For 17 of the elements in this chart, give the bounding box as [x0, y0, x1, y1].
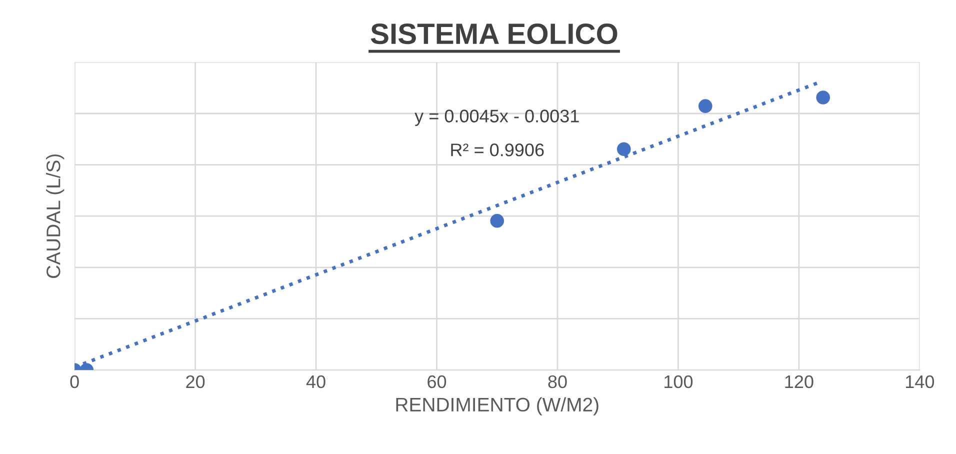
point — [698, 99, 712, 113]
y-axis-title: CAUDAL (L/S) — [46, 154, 64, 278]
annotation: y = 0.0045x - 0.0031 — [414, 110, 579, 126]
x-tick-label: 100 — [664, 375, 693, 388]
x-tick-label: 40 — [306, 375, 326, 388]
point — [490, 214, 504, 228]
x-tick-label: 140 — [906, 375, 934, 388]
x-tick-label: 0 — [70, 375, 79, 388]
x-tick-label: 80 — [548, 375, 567, 388]
x-tick-label: 60 — [428, 375, 446, 388]
annotation: R² = 0.9906 — [451, 144, 544, 156]
x-tick-label: 20 — [186, 375, 205, 388]
point — [816, 90, 830, 104]
chart-title: SISTEMA EOLICO — [370, 23, 618, 44]
x-tick-label: 120 — [785, 375, 814, 388]
x-axis-title: RENDIMIENTO (W/M2) — [396, 397, 598, 416]
point — [616, 142, 631, 156]
